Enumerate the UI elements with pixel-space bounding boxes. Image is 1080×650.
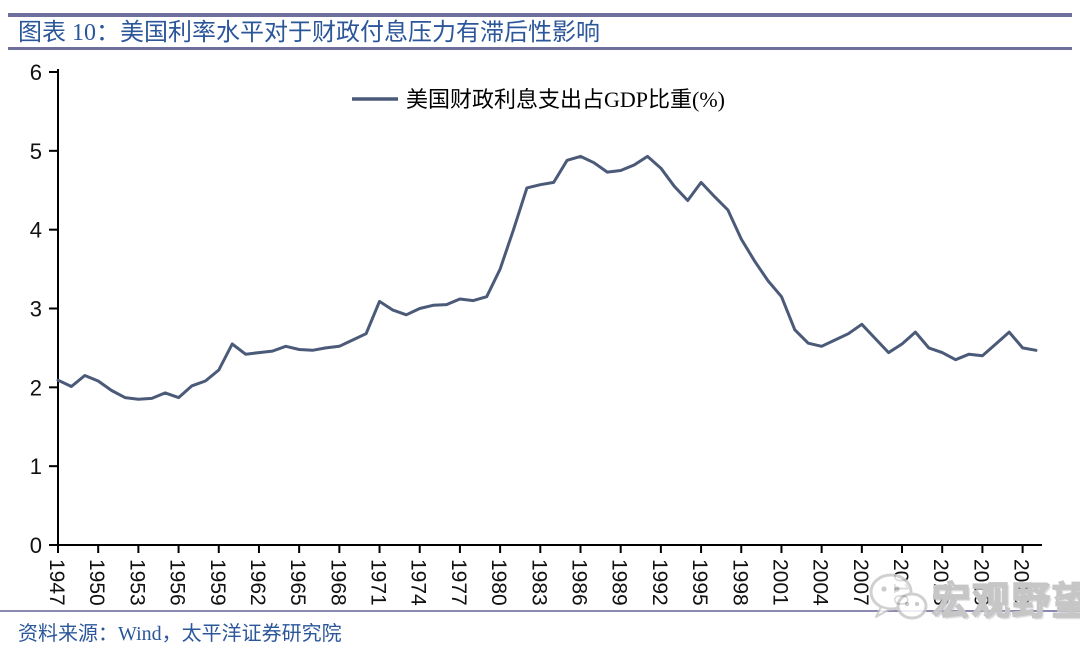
x-tick-label: 1998 (728, 559, 751, 606)
header-bottom-rule (8, 47, 1072, 50)
x-tick-label: 1983 (527, 559, 550, 606)
x-tick-label: 1980 (487, 559, 510, 606)
x-tick-label: 1968 (326, 559, 349, 606)
x-tick-label: 1989 (608, 559, 631, 606)
x-tick-label: 2001 (769, 559, 792, 606)
legend-label: 美国财政利息支出占GDP比重(%) (406, 87, 725, 112)
x-tick-label: 1995 (688, 559, 711, 606)
x-tick-label: 2007 (849, 559, 872, 606)
y-tick-label: 5 (30, 139, 42, 164)
x-tick-label: 1971 (367, 559, 390, 606)
source-label: 资料来源：Wind，太平洋证券研究院 (18, 623, 342, 645)
x-tick-label: 1977 (447, 559, 470, 606)
x-tick-label: 1959 (206, 559, 229, 606)
y-tick-label: 1 (30, 454, 42, 479)
y-tick-label: 2 (30, 375, 42, 400)
x-tick-label: 1974 (407, 559, 430, 606)
x-tick-label: 1947 (45, 559, 68, 606)
watermark-text: 宏观野望 (931, 578, 1080, 624)
watermark: 宏观野望 (866, 570, 1080, 625)
x-tick-label: 1965 (286, 559, 309, 606)
x-tick-label: 2013 (929, 559, 952, 606)
x-tick-label: 1953 (125, 559, 148, 606)
x-tick-label: 2004 (809, 559, 832, 606)
x-tick-label: 1992 (648, 559, 671, 606)
x-tick-label: 1950 (85, 559, 108, 606)
wechat-icon (869, 573, 928, 619)
header-top-rule (8, 13, 1072, 17)
figure-title: 图表 10：美国利率水平对于财政付息压力有滞后性影响 (18, 20, 600, 46)
x-tick-label: 1956 (166, 559, 189, 606)
chart-line (56, 154, 1038, 401)
x-tick-label: 2019 (1010, 559, 1033, 606)
y-tick-label: 0 (30, 533, 42, 558)
y-tick-label: 6 (30, 60, 42, 85)
x-tick-label: 1986 (568, 559, 591, 606)
footer-divider (0, 610, 1080, 612)
x-tick-label: 1962 (246, 559, 269, 606)
y-tick-label: 3 (30, 297, 42, 322)
y-tick-label: 4 (30, 218, 42, 243)
x-tick-label: 2016 (969, 559, 992, 606)
